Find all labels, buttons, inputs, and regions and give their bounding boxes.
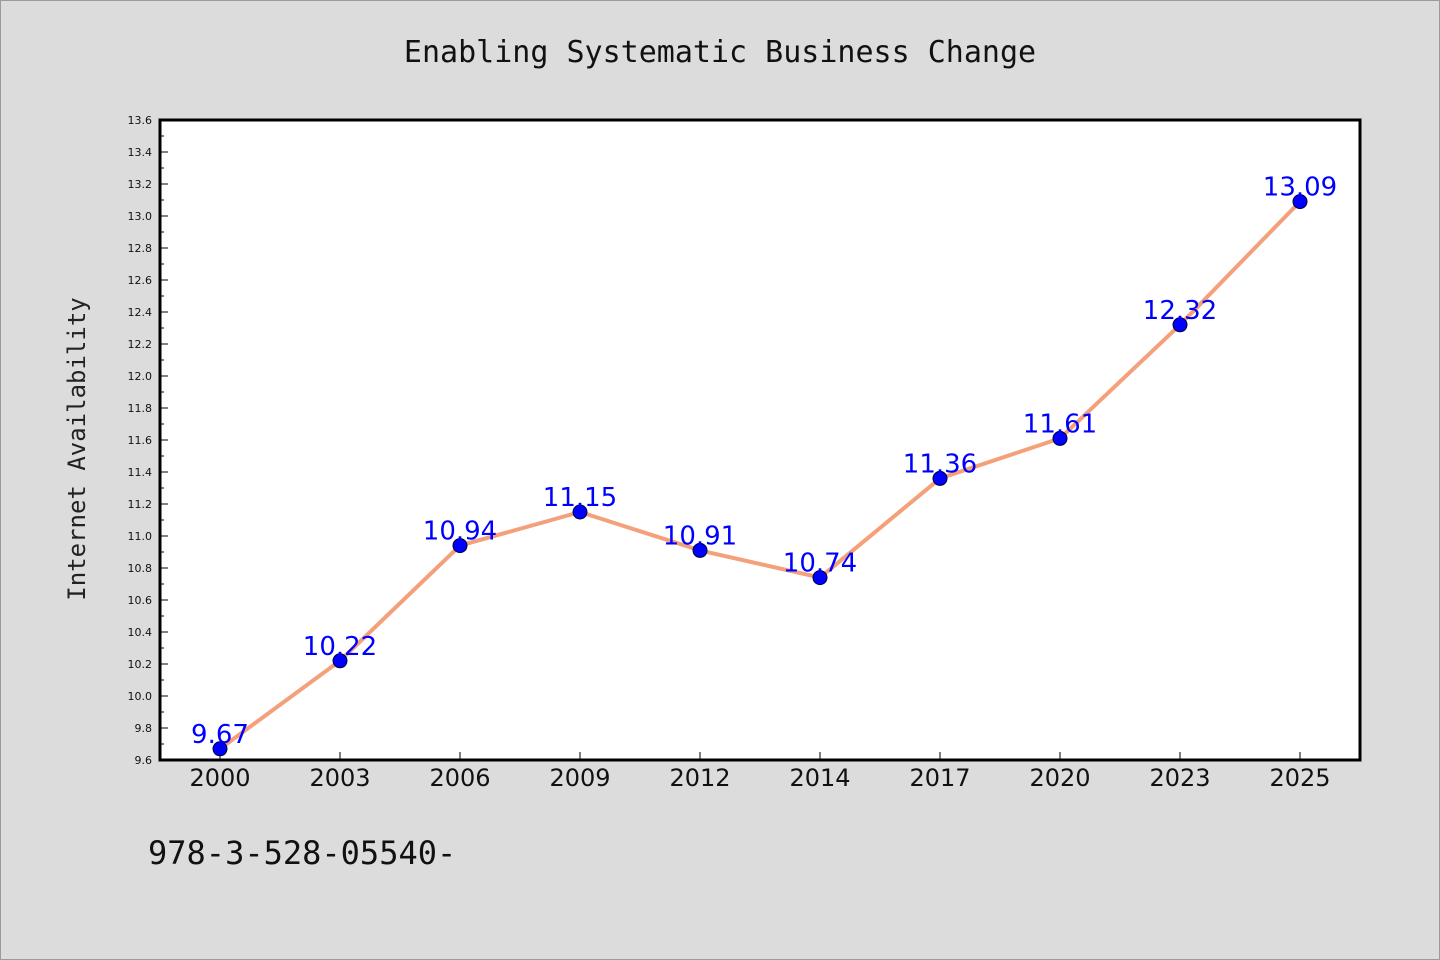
footnote: 978-3-528-05540- xyxy=(148,834,456,872)
y-tick-label: 13.2 xyxy=(128,178,153,191)
data-label: 10.94 xyxy=(423,517,497,547)
plot-area xyxy=(158,118,1362,762)
y-tick-label: 11.2 xyxy=(128,498,153,511)
y-tick-label: 10.6 xyxy=(128,594,153,607)
y-tick-label: 10.2 xyxy=(128,658,153,671)
data-label: 13.09 xyxy=(1263,173,1337,203)
data-point-marker xyxy=(1052,430,1068,446)
y-axis-ticks: 9.6 9.8 10.0 10.2 10.4 10.6 10.8 11.0 11.2 11.4 11… xyxy=(128,114,168,767)
x-tick-label: 2006 xyxy=(429,764,490,792)
x-tick-label: 2009 xyxy=(549,764,610,792)
x-tick-label: 2020 xyxy=(1029,764,1090,792)
chart-title: Enabling Systematic Business Change xyxy=(404,35,1036,70)
data-point-marker xyxy=(812,570,828,586)
data-point-marker xyxy=(692,542,708,558)
data-label: 11.15 xyxy=(543,483,617,513)
data-point-marker xyxy=(932,470,948,486)
y-tick-label: 11.4 xyxy=(128,466,153,479)
y-tick-label: 9.6 xyxy=(135,754,153,767)
y-tick-label: 10.4 xyxy=(128,626,153,639)
x-tick-label: 2023 xyxy=(1149,764,1210,792)
y-tick-label: 12.8 xyxy=(128,242,153,255)
series-group xyxy=(212,194,1308,757)
y-tick-label: 10.0 xyxy=(128,690,153,703)
data-label: 10.74 xyxy=(783,549,857,579)
data-point-marker xyxy=(212,741,228,757)
y-tick-label: 10.8 xyxy=(128,562,153,575)
x-tick-label: 2017 xyxy=(909,764,970,792)
data-label: 11.61 xyxy=(1023,409,1097,439)
data-label: 9.67 xyxy=(191,720,249,750)
y-tick-label: 11.8 xyxy=(128,402,153,415)
y-tick-label: 9.8 xyxy=(135,722,153,735)
y-axis-label: Internet Availability xyxy=(63,297,91,600)
data-label: 10.91 xyxy=(663,521,737,551)
y-tick-label: 13.6 xyxy=(128,114,153,127)
x-axis-ticks: 2000 2003 2006 2009 2012 2014 2017 2020 2023 2025 xyxy=(189,752,1331,792)
y-tick-label: 12.6 xyxy=(128,274,153,287)
x-tick-label: 2003 xyxy=(309,764,370,792)
series-line xyxy=(218,199,1302,751)
y-tick-label: 12.4 xyxy=(128,306,153,319)
data-labels-group: 9.67 10.22 10.94 11.15 10.91 10.74 11.36 11.61 1… xyxy=(191,173,1337,750)
x-tick-label: 2012 xyxy=(669,764,730,792)
data-point-marker xyxy=(452,538,468,554)
y-tick-label: 13.4 xyxy=(128,146,153,159)
y-tick-label: 12.0 xyxy=(128,370,153,383)
data-label: 10.22 xyxy=(303,632,377,662)
data-point-marker xyxy=(1292,194,1308,210)
data-point-marker xyxy=(1172,317,1188,333)
data-point-marker xyxy=(572,504,588,520)
y-tick-label: 13.0 xyxy=(128,210,153,223)
x-tick-label: 2000 xyxy=(189,764,250,792)
x-tick-label: 2014 xyxy=(789,764,850,792)
data-label: 12.32 xyxy=(1143,296,1217,326)
y-tick-label: 12.2 xyxy=(128,338,153,351)
y-tick-label: 11.6 xyxy=(128,434,153,447)
y-tick-label: 11.0 xyxy=(128,530,153,543)
data-point-marker xyxy=(332,653,348,669)
x-tick-label: 2025 xyxy=(1269,764,1330,792)
data-label: 11.36 xyxy=(903,449,977,479)
